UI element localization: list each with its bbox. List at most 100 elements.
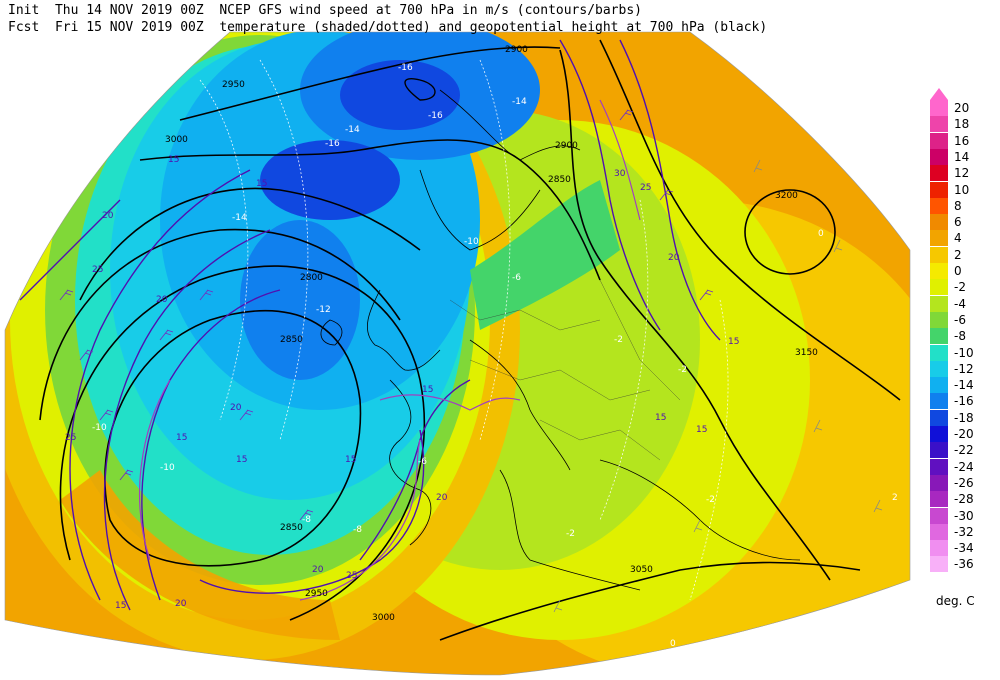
wind-label: 15 — [696, 425, 707, 435]
temp-label: -16 — [325, 139, 340, 149]
colorbar-unit: deg. C — [936, 594, 975, 608]
colorbar-tick-label: -26 — [954, 475, 974, 490]
colorbar-tick-label: -36 — [954, 557, 974, 572]
colorbar-tick-label: -24 — [954, 459, 974, 474]
temp-label: -12 — [316, 305, 331, 315]
height-label: 2900 — [555, 141, 578, 151]
height-label: 3200 — [775, 191, 798, 201]
wind-label: 15 — [345, 455, 356, 465]
wind-label: 20 — [156, 295, 168, 305]
colorbar-tick-label: -4 — [954, 296, 966, 311]
temperature-colorbar: 20 18 16 14 12 10 8 6 4 2 0 -2 -4 -6 -8 -10 -12 -14 -16 -18… — [930, 88, 990, 580]
colorbar-swatch — [930, 311, 948, 328]
colorbar-swatch — [930, 360, 948, 377]
temp-label: -14 — [512, 97, 527, 107]
temp-label: -8 — [353, 525, 362, 535]
colorbar-swatch — [930, 148, 948, 165]
colorbar-swatch — [930, 491, 948, 508]
colorbar-swatch — [930, 540, 948, 557]
wind-barbs — [59, 109, 714, 521]
temp-label: 0 — [670, 639, 676, 649]
wind-label: 15 — [728, 337, 739, 347]
colorbar-tick-label: -12 — [954, 361, 974, 376]
temp-label: -16 — [398, 63, 413, 73]
temp-label: -14 — [232, 213, 247, 223]
colorbar-tick-label: -14 — [954, 378, 974, 393]
colorbar-swatch — [930, 132, 948, 149]
colorbar-tick-label: 4 — [954, 231, 962, 246]
wind-label: 25 — [92, 265, 103, 275]
height-label: 3000 — [165, 135, 188, 145]
height-label: 3000 — [372, 613, 395, 623]
colorbar-swatch — [930, 230, 948, 247]
colorbar-swatch — [930, 474, 948, 491]
colorbar-tick-label: -16 — [954, 394, 974, 409]
temp-label: 0 — [818, 229, 824, 239]
colorbar-tick-label: 12 — [954, 166, 970, 181]
isotherms — [199, 59, 729, 601]
height-label: 2850 — [280, 335, 303, 345]
fcst-time: Fri 15 NOV 2019 00Z — [54, 20, 204, 35]
colorbar-tick-label: -32 — [954, 524, 974, 539]
colorbar-tick-label: -20 — [954, 427, 974, 441]
colorbar-tick-label: -30 — [954, 508, 974, 523]
init-time: Thu 14 NOV 2019 00Z — [54, 3, 204, 18]
title-line-2: temperature (shaded/dotted) and geopoten… — [219, 20, 768, 35]
temp-label: 2 — [892, 493, 898, 503]
height-label: 2850 — [280, 523, 303, 533]
colorbar-swatch — [930, 100, 948, 116]
wind-label: 25 — [346, 571, 357, 581]
temp-label: -8 — [302, 515, 311, 525]
wind-labels: 15 20 25 30 15 20 25 15 20 15 15 20 25 1… — [65, 155, 739, 611]
wind-contours-strong — [138, 99, 641, 601]
temp-label: -2 — [678, 365, 687, 375]
temp-label: -6 — [512, 273, 521, 283]
colorbar-tick-label: -8 — [954, 329, 966, 344]
wind-label: 20 — [230, 403, 242, 413]
colorbar-swatch — [930, 556, 948, 573]
colorbar-swatch — [930, 393, 948, 410]
colorbar-swatch — [930, 197, 948, 214]
temp-label: -16 — [428, 111, 443, 121]
colorbar-tick-label: -18 — [954, 410, 974, 425]
colorbar-tick-label: 18 — [954, 117, 970, 132]
colorbar-tick-label: -6 — [954, 312, 966, 327]
colorbar-tick-label: -28 — [954, 492, 974, 507]
fcst-label: Fcst — [8, 20, 40, 35]
colorbar-swatch — [930, 523, 948, 540]
colorbar-swatch — [930, 295, 948, 312]
colorbar-swatch — [930, 246, 948, 263]
temp-label: -10 — [160, 463, 175, 473]
chart-header: Init Thu 14 NOV 2019 00Z NCEP GFS wind s… — [8, 2, 767, 36]
colorbar-tick-label: 2 — [954, 247, 962, 262]
wind-label: 15 — [422, 385, 433, 395]
height-label: 3050 — [630, 565, 653, 575]
colorbar-swatch — [930, 442, 948, 459]
wind-label: 15 — [236, 455, 247, 465]
colorbar-tick-label: -2 — [954, 280, 966, 295]
colorbar-swatch — [930, 165, 948, 182]
temperature-labels: -16 -16 -14 -14 -16 -14 -10 -12 -6 -8 -1… — [92, 63, 898, 649]
height-label: 3150 — [795, 348, 818, 358]
colorbar-swatch — [930, 409, 948, 426]
height-label: 2900 — [505, 45, 528, 55]
colorbar-tick-label: 8 — [954, 198, 962, 213]
temp-label: -6 — [418, 457, 427, 467]
colorbar-swatch — [930, 507, 948, 524]
colorbar-swatch — [930, 458, 948, 475]
wind-label: 25 — [65, 433, 76, 443]
colorbar-swatch — [930, 214, 948, 231]
temp-label: -2 — [566, 529, 575, 539]
height-label: 2800 — [300, 273, 323, 283]
wind-label: 20 — [175, 599, 187, 609]
height-label: 2950 — [222, 80, 245, 90]
wind-label: 20 — [436, 493, 448, 503]
colorbar-tick-label: -22 — [954, 443, 974, 458]
temp-label: -2 — [614, 335, 623, 345]
temp-label: -14 — [345, 125, 360, 135]
colorbar-arrow-icon — [930, 88, 948, 100]
colorbar-swatch — [930, 263, 948, 279]
colorbar-swatch — [930, 116, 948, 133]
